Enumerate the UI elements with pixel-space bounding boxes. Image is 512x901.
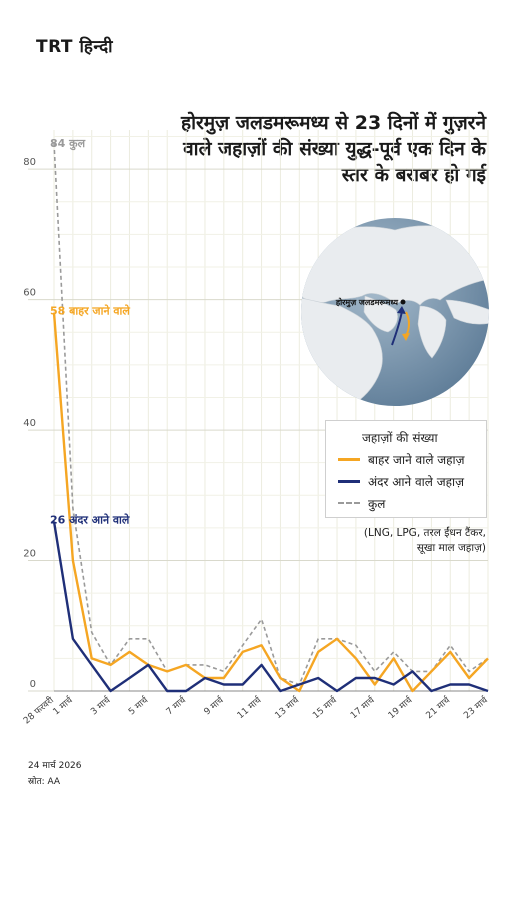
title-line-1: होरमुज़ जलडमरूमध्य से 23 दिनों में गुज़र… bbox=[181, 112, 486, 134]
inbound-arrowhead bbox=[397, 306, 406, 314]
hormuz-point bbox=[400, 299, 406, 305]
y-axis: 0 20 40 60 80 bbox=[23, 157, 488, 692]
trt-hindi-logo: TRT हिन्दी bbox=[36, 37, 114, 57]
legend-swatch-outbound bbox=[338, 457, 360, 461]
x-tick-label: 5 मार्च bbox=[126, 693, 151, 717]
footer: 24 मार्च 2026 स्रोत: AA bbox=[28, 758, 82, 790]
x-tick-label: 13 मार्च bbox=[272, 693, 302, 721]
legend-item-inbound: अंदर आने वाले जहाज़ bbox=[338, 473, 464, 489]
annotation-label: 58 बाहर जाने वाले bbox=[50, 304, 130, 318]
outbound-arrowhead bbox=[402, 333, 410, 341]
legend-item-total: कुल bbox=[338, 495, 385, 511]
legend-swatch-inbound bbox=[338, 479, 360, 483]
x-tick-label: 1 मार्च bbox=[50, 693, 75, 717]
map-label: होरमुज़ जलडमरूमध्य bbox=[335, 297, 399, 308]
series-line-1 bbox=[52, 521, 489, 693]
y-tick-label: 20 bbox=[23, 549, 36, 560]
grid bbox=[28, 130, 489, 692]
x-tick-label: 3 मार्च bbox=[88, 693, 113, 717]
legend-title: जहाज़ों की संख्या bbox=[362, 431, 438, 445]
globe-map: होरमुज़ जलडमरूमध्य bbox=[301, 218, 489, 406]
title-line-2: वाले जहाज़ों की संख्या युद्ध-पूर्व एक दि… bbox=[183, 138, 486, 160]
legend-label-inbound: अंदर आने वाले जहाज़ bbox=[368, 474, 465, 489]
legend-swatch-total bbox=[338, 502, 360, 504]
annotation-label: 26 अंदर आने वाले bbox=[50, 512, 130, 526]
land-arabia bbox=[363, 295, 398, 333]
inbound-arrow bbox=[391, 310, 403, 346]
note-line-1: (LNG, LPG, तरल ईंधन टैंकर, bbox=[363, 527, 486, 539]
land-eurasia bbox=[301, 225, 489, 306]
y-tick-label: 80 bbox=[23, 157, 36, 168]
series-line-0 bbox=[52, 312, 489, 693]
x-tick-label: 17 मार्च bbox=[348, 693, 378, 721]
y-tick-label: 0 bbox=[30, 679, 36, 690]
legend-item-outbound: बाहर जाने वाले जहाज़ bbox=[338, 451, 465, 467]
land-india bbox=[417, 305, 447, 359]
x-tick-label: 23 मार्च bbox=[461, 693, 491, 721]
x-tick-label: 21 मार्च bbox=[423, 693, 453, 721]
annotation-label: 84 कुल bbox=[50, 137, 86, 151]
footer-date: 24 मार्च 2026 bbox=[28, 761, 82, 771]
annotations: 84 कुल 58 बाहर जाने वाले 26 अंदर आने वाले bbox=[50, 137, 130, 526]
note-line-2: सूखा माल जहाज़) bbox=[416, 542, 486, 554]
legend-label-total: कुल bbox=[368, 496, 386, 511]
x-tick-label: 7 मार्च bbox=[163, 693, 188, 717]
x-tick-label: 19 मार्च bbox=[385, 693, 415, 721]
legend-label-outbound: बाहर जाने वाले जहाज़ bbox=[368, 452, 465, 467]
series-line-2 bbox=[53, 142, 489, 686]
y-tick-label: 40 bbox=[23, 418, 36, 429]
x-tick-label: 9 मार्च bbox=[201, 693, 226, 717]
x-tick-label: 11 मार्च bbox=[235, 693, 265, 721]
x-tick-label: 15 मार्च bbox=[310, 693, 340, 721]
x-axis: 28 फरवरी1 मार्च 3 मार्च 5 मार्च 7 मार्च 9 मा… bbox=[21, 693, 491, 726]
land-southeast-asia bbox=[445, 299, 489, 325]
legend: जहाज़ों की संख्या बाहर जाने वाले जहाज़ अ… bbox=[325, 420, 487, 518]
legend-note: (LNG, LPG, तरल ईंधन टैंकर, सूखा माल जहाज… bbox=[364, 526, 486, 556]
footer-source: स्रोत: AA bbox=[28, 777, 61, 787]
y-tick-label: 60 bbox=[23, 288, 36, 299]
series-lines bbox=[52, 142, 489, 693]
